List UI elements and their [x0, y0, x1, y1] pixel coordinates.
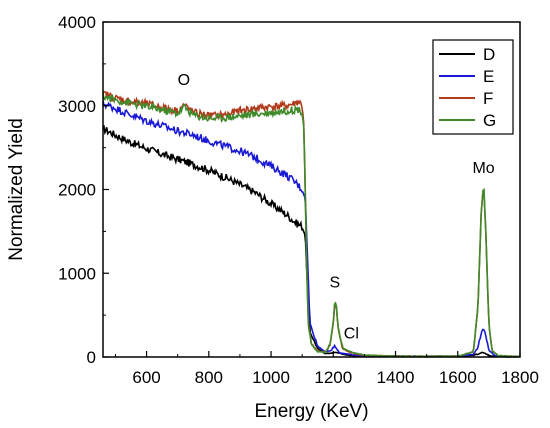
- x-tick-label: 800: [195, 368, 223, 387]
- x-axis-title: Energy (KeV): [254, 401, 368, 422]
- annotation-label: Cl: [344, 326, 359, 343]
- x-tick-label: 600: [132, 368, 160, 387]
- y-axis-title: Normalized Yield: [6, 118, 27, 261]
- annotation-label: Mo: [472, 160, 494, 177]
- x-tick-label: 1200: [314, 368, 352, 387]
- y-tick-label: 2000: [58, 181, 96, 200]
- y-tick-label: 0: [87, 348, 96, 367]
- x-tick-label: 1400: [377, 368, 415, 387]
- annotation-label: S: [330, 274, 341, 291]
- x-tick-label: 1800: [501, 368, 539, 387]
- y-tick-label: 1000: [58, 264, 96, 283]
- series-line-D: [102, 124, 520, 358]
- x-tick-label: 1600: [439, 368, 477, 387]
- legend-label-F: F: [483, 89, 493, 108]
- legend-label-G: G: [483, 111, 496, 130]
- series-line-G: [102, 92, 520, 358]
- y-tick-label: 4000: [58, 13, 96, 32]
- legend-label-E: E: [483, 67, 494, 86]
- legend-box: [432, 39, 514, 135]
- annotations-group: O S Cl Mo: [178, 72, 495, 343]
- legend-label-D: D: [483, 45, 495, 64]
- series-line-E: [102, 100, 520, 358]
- y-tick-label: 3000: [58, 97, 96, 116]
- x-tick-label: 1000: [252, 368, 290, 387]
- axis-ticks-group: 600 800 1000 1200 1400 1600 1800 0 1000 2000 3000 4…: [58, 13, 539, 387]
- annotation-label: O: [178, 72, 190, 89]
